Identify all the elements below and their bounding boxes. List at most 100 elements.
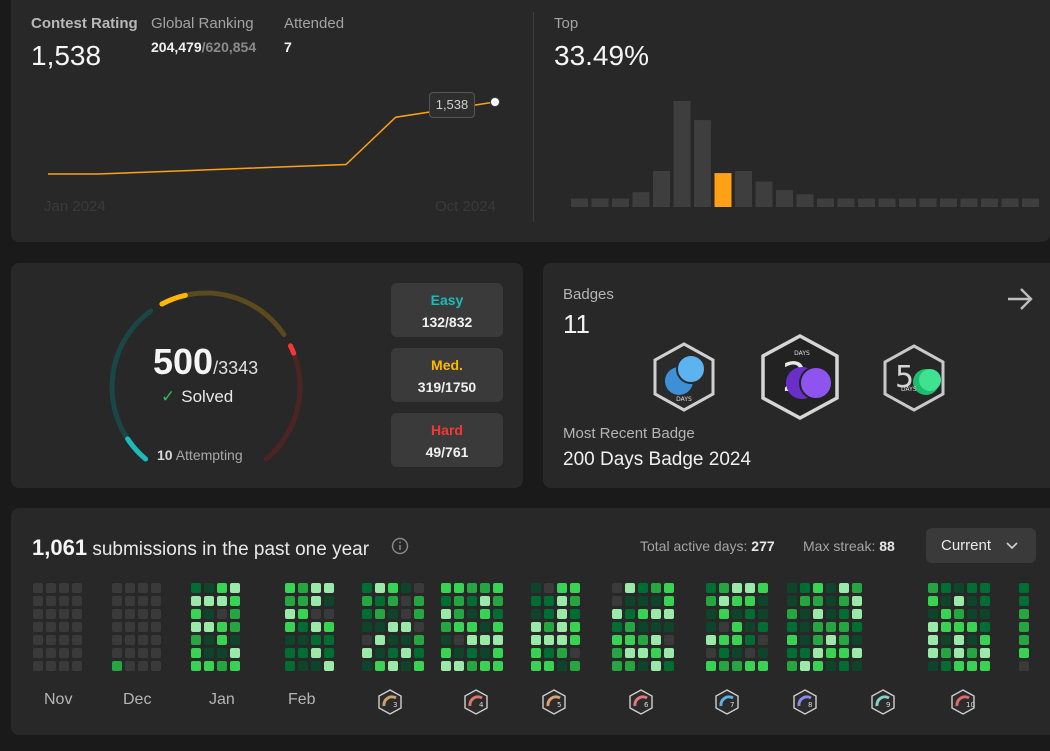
heatmap-cell[interactable] <box>72 622 82 632</box>
heatmap-cell[interactable] <box>612 648 622 658</box>
heatmap-cell[interactable] <box>625 635 635 645</box>
heatmap-cell[interactable] <box>570 609 580 619</box>
heatmap-cell[interactable] <box>967 583 977 593</box>
heatmap-cell[interactable] <box>204 609 214 619</box>
heatmap-cell[interactable] <box>191 583 201 593</box>
heatmap-cell[interactable] <box>217 622 227 632</box>
heatmap-cell[interactable] <box>839 635 849 645</box>
heatmap-cell[interactable] <box>33 622 43 632</box>
heatmap-cell[interactable] <box>570 583 580 593</box>
heatmap-cell[interactable] <box>362 622 372 632</box>
heatmap-cell[interactable] <box>138 583 148 593</box>
heatmap-cell[interactable] <box>441 661 451 671</box>
heatmap-cell[interactable] <box>285 635 295 645</box>
heatmap-cell[interactable] <box>204 596 214 606</box>
heatmap-cell[interactable] <box>732 622 742 632</box>
heatmap-cell[interactable] <box>852 622 862 632</box>
heatmap-cell[interactable] <box>441 609 451 619</box>
heatmap-cell[interactable] <box>826 648 836 658</box>
heatmap-cell[interactable] <box>493 596 503 606</box>
heatmap-cell[interactable] <box>1019 635 1029 645</box>
heatmap-cell[interactable] <box>401 596 411 606</box>
heatmap-cell[interactable] <box>625 596 635 606</box>
heatmap-cell[interactable] <box>480 609 490 619</box>
heatmap-cell[interactable] <box>839 622 849 632</box>
heatmap-cell[interactable] <box>298 622 308 632</box>
heatmap-cell[interactable] <box>625 661 635 671</box>
heatmap-cell[interactable] <box>928 622 938 632</box>
heatmap-cell[interactable] <box>204 635 214 645</box>
heatmap-cell[interactable] <box>230 622 240 632</box>
heatmap-cell[interactable] <box>441 635 451 645</box>
heatmap-cell[interactable] <box>375 661 385 671</box>
month-badge-icon[interactable]: 7 <box>713 688 741 716</box>
heatmap-cell[interactable] <box>46 596 56 606</box>
heatmap-cell[interactable] <box>285 609 295 619</box>
heatmap-cell[interactable] <box>980 635 990 645</box>
heatmap-cell[interactable] <box>1019 648 1029 658</box>
heatmap-cell[interactable] <box>414 583 424 593</box>
heatmap-cell[interactable] <box>151 609 161 619</box>
heatmap-cell[interactable] <box>454 622 464 632</box>
heatmap-cell[interactable] <box>732 648 742 658</box>
heatmap-cell[interactable] <box>324 596 334 606</box>
heatmap-cell[interactable] <box>1019 583 1029 593</box>
month-badge-icon[interactable]: 8 <box>791 688 819 716</box>
heatmap-cell[interactable] <box>787 661 797 671</box>
heatmap-cell[interactable] <box>441 596 451 606</box>
heatmap-cell[interactable] <box>454 635 464 645</box>
heatmap-cell[interactable] <box>638 609 648 619</box>
heatmap-cell[interactable] <box>980 609 990 619</box>
heatmap-cell[interactable] <box>125 661 135 671</box>
heatmap-cell[interactable] <box>72 583 82 593</box>
heatmap-cell[interactable] <box>467 661 477 671</box>
heatmap-cell[interactable] <box>388 661 398 671</box>
heatmap-cell[interactable] <box>651 648 661 658</box>
heatmap-cell[interactable] <box>732 596 742 606</box>
heatmap-cell[interactable] <box>33 635 43 645</box>
heatmap-cell[interactable] <box>787 596 797 606</box>
heatmap-cell[interactable] <box>967 609 977 619</box>
heatmap-cell[interactable] <box>72 635 82 645</box>
month-badge-icon[interactable]: 5 <box>540 688 568 716</box>
heatmap-cell[interactable] <box>531 661 541 671</box>
easy-stat[interactable]: Easy 132/832 <box>391 283 503 337</box>
heatmap-cell[interactable] <box>1019 622 1029 632</box>
heatmap-cell[interactable] <box>72 661 82 671</box>
heatmap-cell[interactable] <box>941 635 951 645</box>
heatmap-cell[interactable] <box>298 635 308 645</box>
heatmap-cell[interactable] <box>967 596 977 606</box>
heatmap-cell[interactable] <box>954 622 964 632</box>
heatmap-cell[interactable] <box>787 609 797 619</box>
heatmap-cell[interactable] <box>954 661 964 671</box>
heatmap-cell[interactable] <box>112 622 122 632</box>
heatmap-cell[interactable] <box>745 622 755 632</box>
heatmap-cell[interactable] <box>826 661 836 671</box>
heatmap-cell[interactable] <box>493 622 503 632</box>
heatmap-cell[interactable] <box>706 648 716 658</box>
heatmap-cell[interactable] <box>480 596 490 606</box>
heatmap-cell[interactable] <box>230 596 240 606</box>
heatmap-cell[interactable] <box>480 622 490 632</box>
arrow-right-icon[interactable] <box>1006 285 1034 313</box>
heatmap-cell[interactable] <box>467 583 477 593</box>
heatmap-cell[interactable] <box>414 635 424 645</box>
heatmap-cell[interactable] <box>414 661 424 671</box>
heatmap-cell[interactable] <box>46 648 56 658</box>
heatmap-cell[interactable] <box>59 609 69 619</box>
heatmap-cell[interactable] <box>625 609 635 619</box>
heatmap-cell[interactable] <box>813 622 823 632</box>
heatmap-cell[interactable] <box>980 661 990 671</box>
heatmap-cell[interactable] <box>941 622 951 632</box>
month-badge-icon[interactable]: 10 <box>949 688 977 716</box>
heatmap-cell[interactable] <box>151 635 161 645</box>
heatmap-cell[interactable] <box>839 648 849 658</box>
heatmap-cell[interactable] <box>138 648 148 658</box>
heatmap-cell[interactable] <box>758 648 768 658</box>
heatmap-cell[interactable] <box>651 661 661 671</box>
heatmap-cell[interactable] <box>664 609 674 619</box>
heatmap-cell[interactable] <box>467 609 477 619</box>
heatmap-cell[interactable] <box>454 609 464 619</box>
days-badge-icon[interactable]: DAYS <box>651 341 717 413</box>
heatmap-cell[interactable] <box>72 596 82 606</box>
